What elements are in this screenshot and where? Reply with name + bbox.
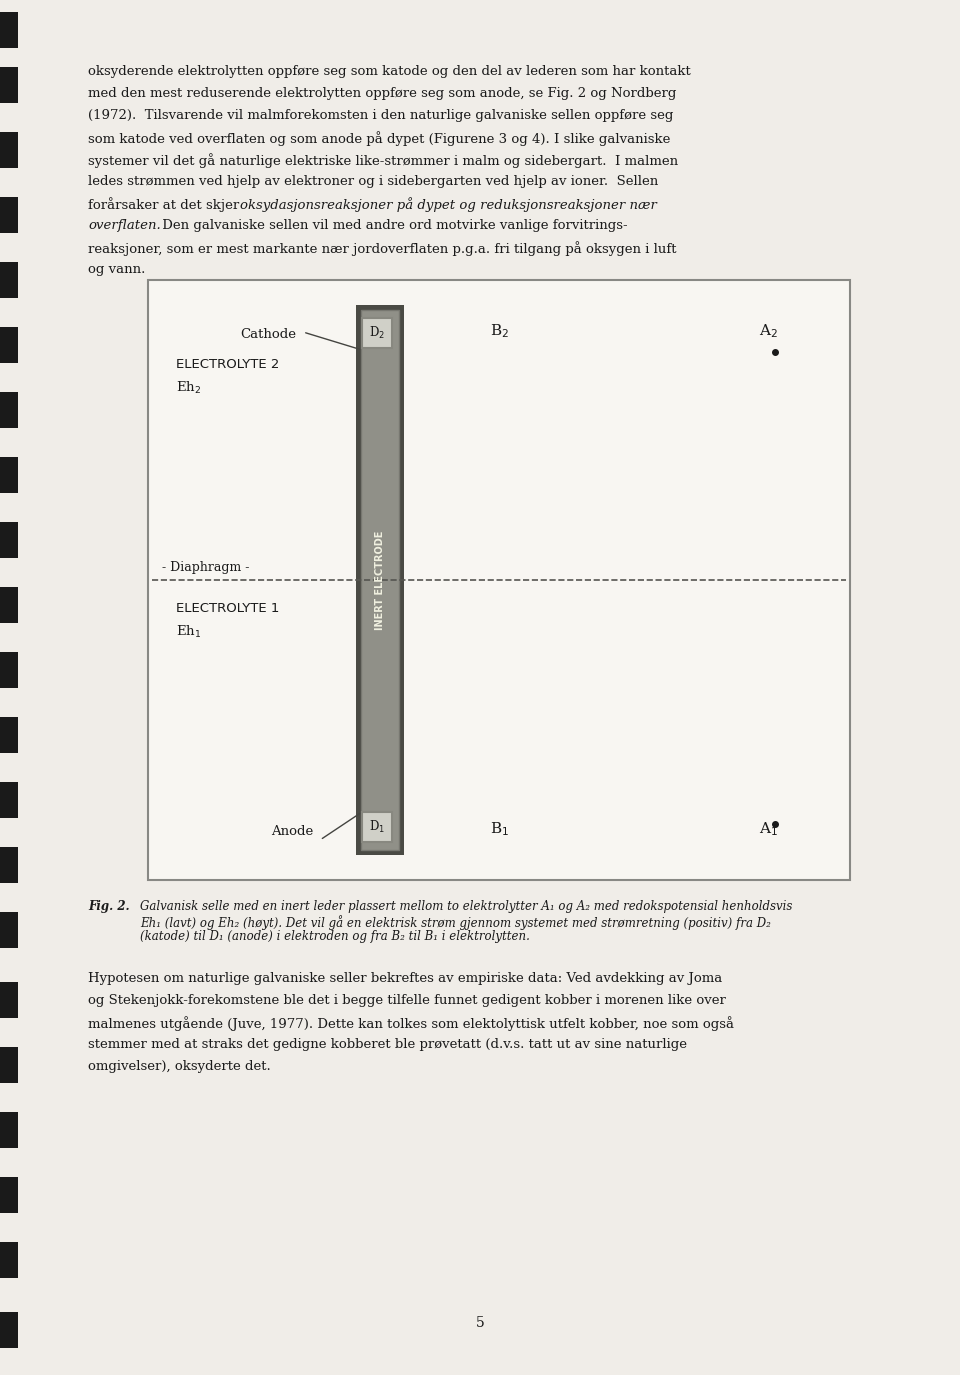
Bar xyxy=(0,132,18,168)
Bar xyxy=(361,309,399,850)
Text: Hypotesen om naturlige galvaniske seller bekreftes av empiriske data: Ved avdekk: Hypotesen om naturlige galvaniske seller… xyxy=(88,972,722,984)
Text: - Diaphragm -: - Diaphragm - xyxy=(162,561,250,573)
Text: Eh$_1$: Eh$_1$ xyxy=(176,624,202,641)
Text: 5: 5 xyxy=(475,1316,485,1330)
Text: D$_2$: D$_2$ xyxy=(369,324,385,341)
Text: Galvanisk selle med en inert leder plassert mellom to elektrolytter A₁ og A₂ med: Galvanisk selle med en inert leder plass… xyxy=(140,901,792,913)
Bar xyxy=(356,305,404,855)
Bar xyxy=(362,813,392,842)
Text: Eh₁ (lavt) og Eh₂ (høyt). Det vil gå en elektrisk strøm gjennom systemet med str: Eh₁ (lavt) og Eh₂ (høyt). Det vil gå en … xyxy=(140,914,771,930)
Text: (katode) til D₁ (anode) i elektroden og fra B₂ til B₁ i elektrolytten.: (katode) til D₁ (anode) i elektroden og … xyxy=(140,930,530,943)
Text: Anode: Anode xyxy=(271,825,313,837)
Bar xyxy=(0,263,18,298)
Text: reaksjoner, som er mest markante nær jordoverflaten p.g.a. fri tilgang på oksyge: reaksjoner, som er mest markante nær jor… xyxy=(88,241,677,256)
Text: Eh$_2$: Eh$_2$ xyxy=(176,380,202,396)
Text: omgivelser), oksyderte det.: omgivelser), oksyderte det. xyxy=(88,1060,271,1072)
Text: malmenes utgående (Juve, 1977). Dette kan tolkes som elektolyttisk utfelt kobber: malmenes utgående (Juve, 1977). Dette ka… xyxy=(88,1016,734,1031)
Bar xyxy=(0,1112,18,1148)
Text: ELECTROLYTE 2: ELECTROLYTE 2 xyxy=(176,358,279,371)
Bar xyxy=(0,587,18,623)
Text: INERT ELECTRODE: INERT ELECTRODE xyxy=(375,531,385,630)
Text: forårsaker at det skjer: forårsaker at det skjer xyxy=(88,197,244,212)
Bar xyxy=(0,1046,18,1084)
Text: og Stekenjokk-forekomstene ble det i begge tilfelle funnet gedigent kobber i mor: og Stekenjokk-forekomstene ble det i beg… xyxy=(88,994,726,1006)
Bar xyxy=(148,280,850,880)
Text: oksyderende elektrolytten oppføre seg som katode og den del av lederen som har k: oksyderende elektrolytten oppføre seg so… xyxy=(88,65,691,78)
Bar xyxy=(0,456,18,494)
Text: stemmer med at straks det gedigne kobberet ble prøvetatt (d.v.s. tatt ut av sine: stemmer med at straks det gedigne kobber… xyxy=(88,1038,687,1050)
Bar xyxy=(0,782,18,818)
Bar xyxy=(0,847,18,883)
Text: (1972).  Tilsvarende vil malmforekomsten i den naturlige galvaniske sellen oppfø: (1972). Tilsvarende vil malmforekomsten … xyxy=(88,109,673,122)
Text: og vann.: og vann. xyxy=(88,263,145,276)
Bar xyxy=(0,67,18,103)
Text: B$_2$: B$_2$ xyxy=(491,322,510,340)
Bar xyxy=(0,652,18,688)
Bar xyxy=(0,327,18,363)
Text: Den galvaniske sellen vil med andre ord motvirke vanlige forvitrings-: Den galvaniske sellen vil med andre ord … xyxy=(158,219,628,232)
Text: som katode ved overflaten og som anode på dypet (Figurene 3 og 4). I slike galva: som katode ved overflaten og som anode p… xyxy=(88,131,670,146)
Bar xyxy=(0,12,18,48)
Bar xyxy=(0,522,18,558)
Text: oksydasjonsreaksjoner på dypet og reduksjonsreaksjoner nær: oksydasjonsreaksjoner på dypet og reduks… xyxy=(240,197,657,212)
Text: med den mest reduserende elektrolytten oppføre seg som anode, se Fig. 2 og Nordb: med den mest reduserende elektrolytten o… xyxy=(88,87,677,100)
Bar xyxy=(0,1242,18,1277)
Text: Fig. 2.: Fig. 2. xyxy=(88,901,130,913)
Bar xyxy=(0,392,18,428)
Bar xyxy=(0,982,18,1018)
Text: overflaten.: overflaten. xyxy=(88,219,160,232)
Bar xyxy=(0,716,18,754)
Text: systemer vil det gå naturlige elektriske like-strømmer i malm og sidebergart.  I: systemer vil det gå naturlige elektriske… xyxy=(88,153,678,168)
Bar xyxy=(0,197,18,232)
Text: ELECTROLYTE 1: ELECTROLYTE 1 xyxy=(176,602,279,615)
Bar xyxy=(362,318,392,348)
Text: B$_1$: B$_1$ xyxy=(491,821,510,837)
Text: A$_1$: A$_1$ xyxy=(758,821,778,837)
Bar xyxy=(0,912,18,947)
Bar xyxy=(0,1312,18,1348)
Text: D$_1$: D$_1$ xyxy=(369,820,385,835)
Text: ledes strømmen ved hjelp av elektroner og i sidebergarten ved hjelp av ioner.  S: ledes strømmen ved hjelp av elektroner o… xyxy=(88,175,659,188)
Text: A$_2$: A$_2$ xyxy=(758,322,778,340)
Text: Cathode: Cathode xyxy=(240,329,296,341)
Bar xyxy=(0,1177,18,1213)
